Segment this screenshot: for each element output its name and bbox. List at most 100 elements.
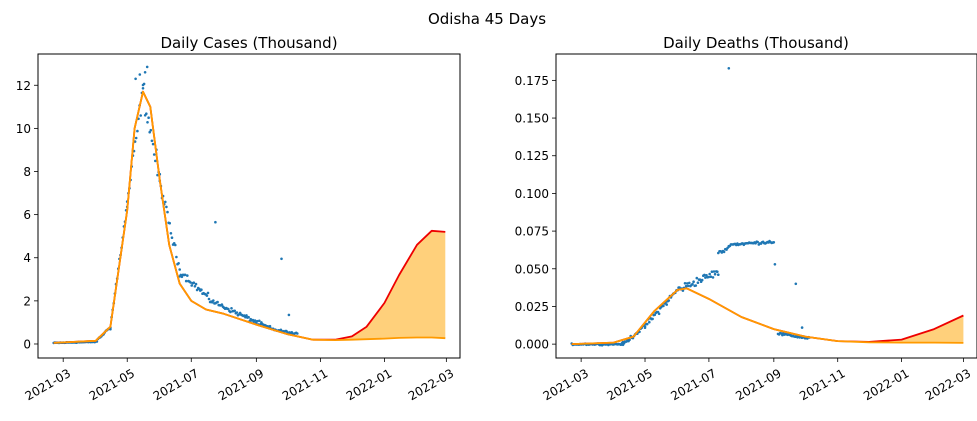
- cases-data-point: [165, 205, 168, 209]
- cases-data-point: [233, 309, 236, 313]
- figure-suptitle: Odisha 45 Days: [428, 10, 546, 28]
- deaths-y-tick-label: 0.025: [515, 300, 549, 314]
- cases-data-point: [151, 142, 155, 146]
- cases-curve-layer: [53, 90, 446, 344]
- deaths-x-tick-label: 2021-09: [733, 366, 783, 403]
- deaths-data-point: [694, 284, 698, 287]
- deaths-y-tick-label: 0.150: [515, 112, 549, 126]
- cases-y-tick-label: 6: [23, 208, 31, 222]
- cases-data-point: [230, 307, 233, 310]
- deaths-data-point: [685, 282, 689, 285]
- cases-data-point: [183, 273, 187, 277]
- deaths-data-point: [628, 338, 631, 342]
- deaths-data-point: [773, 263, 777, 266]
- cases-data-point: [178, 268, 181, 271]
- deaths-data-point: [707, 275, 710, 279]
- deaths-y-tick-label: 0.050: [515, 262, 549, 276]
- deaths-data-point: [772, 241, 776, 244]
- deaths-axes-frame: [555, 53, 977, 359]
- cases-data-point: [206, 291, 210, 295]
- deaths-data-point: [662, 304, 665, 308]
- cases-data-point: [227, 307, 230, 311]
- cases-data-point: [142, 82, 146, 86]
- cases-data-point: [268, 324, 272, 328]
- cases-data-point: [279, 328, 283, 332]
- cases-data-point: [194, 282, 198, 286]
- deaths-x-tick-label: 2021-03: [541, 366, 591, 403]
- deaths-data-point: [698, 278, 702, 282]
- deaths-data-point: [705, 274, 708, 277]
- cases-data-point: [164, 200, 167, 204]
- cases-data-point: [193, 285, 197, 288]
- cases-data-point: [179, 273, 183, 277]
- cases-data-point: [195, 288, 199, 292]
- cases-data-point: [146, 121, 149, 124]
- deaths-data-point: [713, 272, 717, 276]
- deaths-x-tick-label: 2022-03: [923, 366, 973, 403]
- cases-data-point: [255, 319, 259, 323]
- cases-x-tick-label: 2021-11: [280, 366, 330, 403]
- deaths-data-point: [708, 272, 711, 276]
- cases-data-point: [166, 210, 169, 214]
- cases-fill-layer: [53, 91, 446, 343]
- cases-data-point: [177, 262, 180, 265]
- deaths-data-point: [704, 276, 707, 279]
- cases-data-point: [134, 136, 138, 140]
- deaths-data-point: [722, 250, 726, 254]
- cases-data-point: [134, 77, 137, 81]
- cases-data-point: [229, 310, 232, 314]
- deaths-data-point: [696, 281, 700, 285]
- deaths-y-tick-label: 0.100: [515, 187, 549, 201]
- deaths-x-tick-label: 2021-11: [797, 366, 847, 403]
- cases-data-point: [296, 332, 299, 335]
- cases-data-point: [192, 281, 196, 285]
- deaths-data-point: [717, 273, 720, 277]
- cases-data-point: [214, 220, 217, 224]
- deaths-data-point: [727, 67, 731, 70]
- cases-data-point: [138, 73, 142, 76]
- cases-data-point: [145, 65, 149, 69]
- deaths-data-point: [695, 276, 699, 280]
- deaths-data-point: [657, 312, 661, 316]
- cases-y-tick-label: 8: [23, 165, 31, 179]
- cases-x-tick-label: 2021-05: [87, 366, 137, 403]
- deaths-data-point: [711, 276, 715, 279]
- deaths-data-point: [688, 281, 691, 285]
- cases-data-point: [235, 311, 239, 314]
- deaths-y-tick-label: 0.125: [515, 149, 549, 163]
- cases-subplot: Daily Cases (Thousand) 2021-03 2021-05 202…: [16, 34, 461, 403]
- cases-data-point: [216, 300, 219, 304]
- cases-data-point: [253, 319, 257, 322]
- deaths-y-axis: 0.000 0.025 0.050 0.075 0.100 0.125 0.150 0.175: [515, 74, 556, 352]
- deaths-data-point: [665, 303, 668, 306]
- deaths-fill-layer: [571, 288, 964, 345]
- cases-data-point: [175, 255, 178, 259]
- deaths-data-point: [700, 278, 704, 282]
- cases-data-point: [200, 288, 203, 292]
- cases-x-tick-label: 2021-09: [216, 366, 266, 403]
- cases-lower-curve: [53, 90, 446, 344]
- cases-y-tick-label: 10: [16, 122, 31, 136]
- cases-data-point: [136, 129, 139, 133]
- deaths-data-point: [684, 284, 688, 288]
- cases-data-point: [145, 112, 148, 115]
- deaths-data-point: [648, 320, 651, 324]
- deaths-x-axis: 2021-03 2021-05 2021-07 2021-09 2021-11 2022-…: [541, 358, 973, 403]
- cases-x-tick-label: 2021-03: [23, 366, 73, 403]
- cases-data-point: [170, 236, 174, 239]
- cases-data-point: [287, 313, 291, 317]
- deaths-x-tick-label: 2022-01: [861, 366, 911, 403]
- cases-data-point: [147, 116, 150, 119]
- cases-y-tick-label: 0: [23, 337, 31, 351]
- cases-data-point: [205, 294, 209, 297]
- cases-y-tick-label: 12: [16, 79, 31, 93]
- cases-data-point: [169, 232, 173, 235]
- cases-data-point: [190, 284, 193, 287]
- cases-data-point: [247, 315, 250, 319]
- cases-data-point: [139, 114, 142, 117]
- deaths-scatter-layer: [570, 67, 811, 347]
- deaths-x-tick-label: 2021-07: [668, 366, 718, 403]
- deaths-data-point: [643, 326, 647, 330]
- cases-data-point: [152, 153, 156, 156]
- deaths-lower-curve: [571, 287, 964, 345]
